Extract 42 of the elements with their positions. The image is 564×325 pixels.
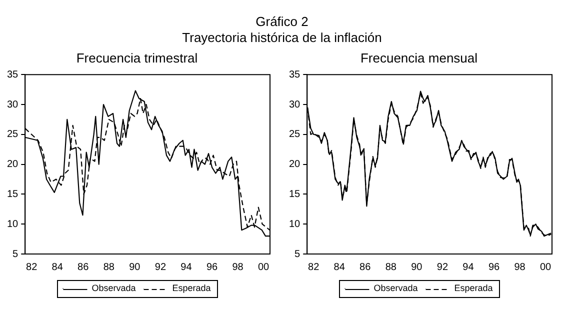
x-tick-label: 86	[360, 262, 372, 273]
x-tick-label: 92	[154, 262, 166, 273]
y-tick-label: 15	[289, 188, 301, 200]
x-tick-label: 84	[52, 262, 64, 273]
x-tick-label: 92	[436, 262, 448, 273]
text: Trayectoria histórica de la inflación	[181, 30, 383, 46]
x-tick-label: 94	[462, 262, 474, 273]
y-tick-label: 25	[7, 129, 19, 140]
chart-title: Frecuencia trimestral	[76, 50, 198, 66]
legend-label: Observada	[92, 282, 136, 293]
legend-label: Esperada	[454, 282, 493, 293]
x-tick-label: 86	[78, 262, 90, 273]
y-tick-label: 20	[7, 159, 19, 170]
y-tick-label: 15	[7, 188, 19, 200]
x-tick-label: 98	[232, 262, 244, 273]
x-tick-label: 82	[26, 262, 38, 273]
y-tick-label: 20	[289, 159, 301, 170]
x-tick-label: 98	[514, 262, 526, 273]
x-tick-label: 90	[129, 262, 141, 273]
y-tick-label: 30	[289, 99, 301, 110]
x-tick-label: 84	[334, 262, 346, 273]
x-tick-label: 90	[411, 262, 423, 273]
y-tick-label: 35	[7, 69, 19, 80]
x-tick-label: 00	[540, 262, 552, 273]
text: Gráfico 2	[254, 14, 310, 30]
y-tick-label: 5	[294, 248, 301, 260]
x-tick-label: 88	[385, 262, 397, 273]
chart-title: Frecuencia mensual	[360, 50, 478, 66]
x-tick-label: 88	[103, 262, 115, 273]
y-tick-label: 35	[289, 69, 301, 80]
x-tick-label: 00	[258, 262, 270, 273]
x-tick-label: 94	[180, 262, 192, 273]
y-tick-label: 5	[12, 248, 19, 260]
y-tick-label: 30	[7, 99, 19, 110]
x-tick-label: 96	[488, 262, 500, 273]
legend-label: Observada	[374, 282, 418, 293]
y-tick-label: 10	[289, 218, 301, 230]
x-tick-label: 96	[206, 262, 218, 273]
legend-label: Esperada	[172, 282, 211, 293]
x-tick-label: 82	[308, 262, 320, 273]
y-tick-label: 10	[7, 218, 19, 230]
y-tick-label: 25	[289, 129, 301, 140]
